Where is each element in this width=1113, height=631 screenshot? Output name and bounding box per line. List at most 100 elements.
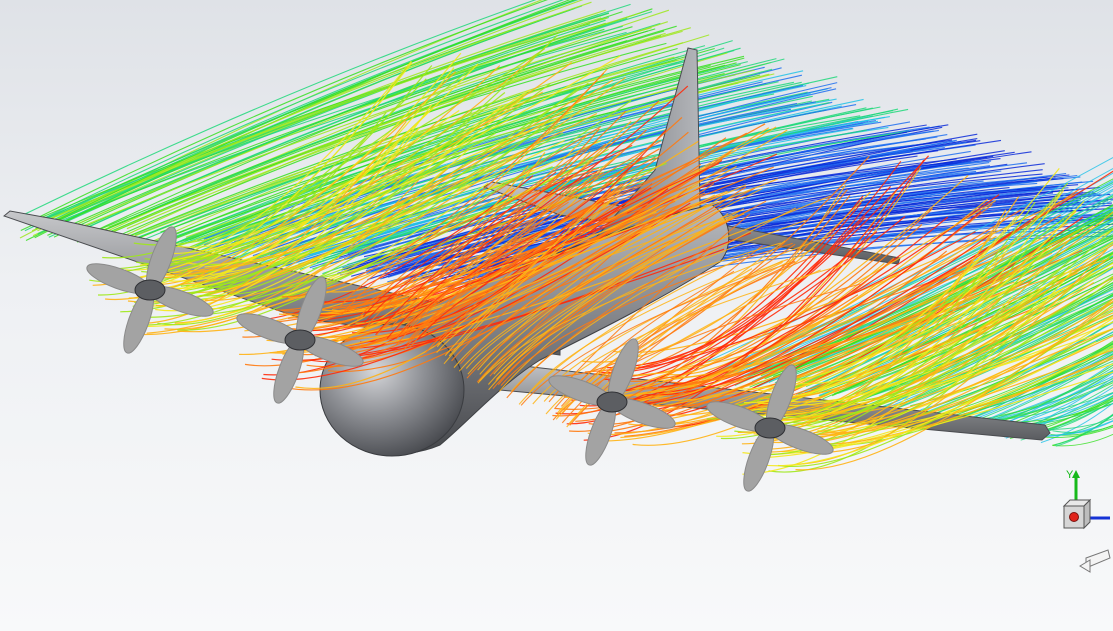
- streamline: [587, 278, 977, 436]
- propeller-spinner: [284, 329, 316, 351]
- streamline: [1039, 426, 1113, 439]
- streamline: [248, 175, 534, 322]
- streamline: [797, 278, 1113, 443]
- streamline: [407, 203, 649, 341]
- rotate-view-icon[interactable]: [1079, 549, 1111, 573]
- streamline: [356, 188, 535, 321]
- streamline: [561, 245, 763, 424]
- streamline: [124, 42, 684, 245]
- streamline: [149, 132, 496, 263]
- streamline: [613, 174, 969, 391]
- streamline: [37, 5, 583, 235]
- streamline: [627, 186, 892, 370]
- streamline: [467, 188, 763, 375]
- streamline: [790, 189, 1064, 419]
- streamline: [716, 241, 1113, 437]
- streamline: [34, 0, 571, 239]
- streamline: [362, 144, 633, 317]
- propeller-spinner: [754, 417, 786, 439]
- propeller: [236, 276, 364, 404]
- streamline: [138, 120, 407, 325]
- streamline: [737, 228, 1113, 390]
- streamline: [375, 171, 557, 336]
- streamline: [642, 234, 991, 396]
- streamline: [710, 168, 1113, 375]
- streamline: [86, 8, 653, 236]
- streamline: [37, 0, 584, 232]
- streamline: [800, 308, 1113, 428]
- streamline: [406, 212, 628, 345]
- streamline: [569, 243, 796, 426]
- streamline: [777, 259, 1107, 420]
- streamline: [395, 140, 662, 331]
- streamline: [444, 183, 622, 356]
- streamline: [162, 40, 733, 249]
- y-axis-arrowhead: [1072, 470, 1080, 478]
- streamline: [448, 173, 627, 357]
- streamline: [477, 194, 698, 371]
- streamline: [652, 227, 1083, 407]
- streamline: [761, 236, 1073, 453]
- streamline: [983, 375, 1113, 423]
- streamline: [603, 195, 864, 381]
- streamline: [70, 12, 641, 228]
- streamline: [666, 167, 922, 376]
- streamline: [142, 34, 710, 247]
- streamline: [165, 55, 621, 255]
- propeller: [86, 226, 214, 354]
- streamline: [606, 231, 878, 369]
- streamline: [44, 28, 605, 231]
- streamline: [66, 3, 631, 223]
- streamline: [758, 317, 1113, 467]
- streamline: [104, 47, 678, 247]
- streamline: [219, 81, 779, 244]
- streamline: [658, 159, 925, 388]
- streamline: [506, 245, 713, 399]
- streamline: [114, 110, 460, 282]
- streamline: [285, 257, 600, 391]
- streamline: [35, 0, 549, 220]
- streamline: [609, 231, 976, 371]
- streamline: [831, 253, 1113, 397]
- streamline: [240, 101, 816, 249]
- streamline: [179, 104, 433, 309]
- streamline: [724, 215, 1018, 412]
- streamline: [796, 248, 1108, 465]
- streamline: [465, 213, 745, 369]
- streamline: [403, 179, 580, 351]
- streamline: [390, 164, 572, 329]
- view-cube-icon[interactable]: [1062, 498, 1092, 530]
- streamline: [39, 17, 602, 224]
- streamline: [459, 192, 706, 365]
- streamline: [808, 312, 1113, 406]
- streamline: [142, 89, 530, 278]
- streamline: [761, 201, 1036, 419]
- streamline: [934, 341, 1113, 418]
- streamline: [223, 93, 811, 259]
- streamline: [771, 287, 1065, 407]
- streamline: [405, 156, 656, 333]
- streamline: [164, 61, 748, 242]
- streamline: [795, 298, 1113, 471]
- streamline: [751, 371, 1113, 459]
- streamline: [500, 242, 793, 386]
- streamline: [424, 200, 676, 354]
- streamline: [497, 209, 721, 386]
- streamline: [340, 203, 709, 339]
- streamline: [1040, 402, 1113, 444]
- streamline: [1054, 414, 1113, 446]
- streamline: [436, 215, 733, 353]
- streamline: [222, 81, 795, 240]
- streamline: [990, 364, 1113, 426]
- streamline: [151, 64, 711, 244]
- streamline: [365, 140, 597, 328]
- streamline: [529, 233, 836, 392]
- streamline: [443, 173, 640, 365]
- streamline: [360, 195, 831, 346]
- streamline: [113, 32, 666, 232]
- orientation-triad[interactable]: Y: [1056, 462, 1113, 582]
- streamline: [478, 213, 739, 382]
- streamline: [180, 93, 584, 285]
